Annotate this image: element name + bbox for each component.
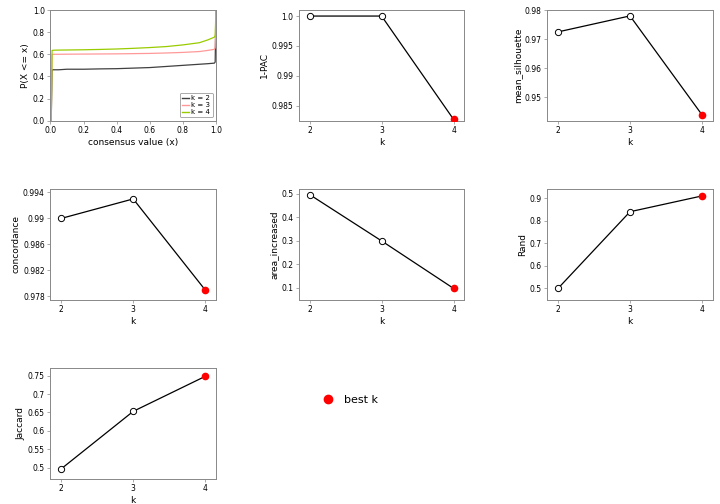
X-axis label: consensus value (x): consensus value (x) [88,138,179,147]
Y-axis label: concordance: concordance [12,215,20,274]
Y-axis label: 1-PAC: 1-PAC [260,52,269,78]
Y-axis label: mean_silhouette: mean_silhouette [513,28,522,103]
X-axis label: k: k [627,317,633,326]
X-axis label: k: k [379,138,384,147]
X-axis label: k: k [379,317,384,326]
Y-axis label: area_increased: area_increased [269,210,279,279]
X-axis label: k: k [130,317,136,326]
Y-axis label: Jaccard: Jaccard [16,407,25,440]
X-axis label: k: k [130,496,136,504]
Legend: best k: best k [312,391,382,409]
Y-axis label: Rand: Rand [518,233,527,256]
X-axis label: k: k [627,138,633,147]
Legend: k = 2, k = 3, k = 4: k = 2, k = 3, k = 4 [179,93,212,117]
Y-axis label: P(X <= x): P(X <= x) [21,43,30,88]
